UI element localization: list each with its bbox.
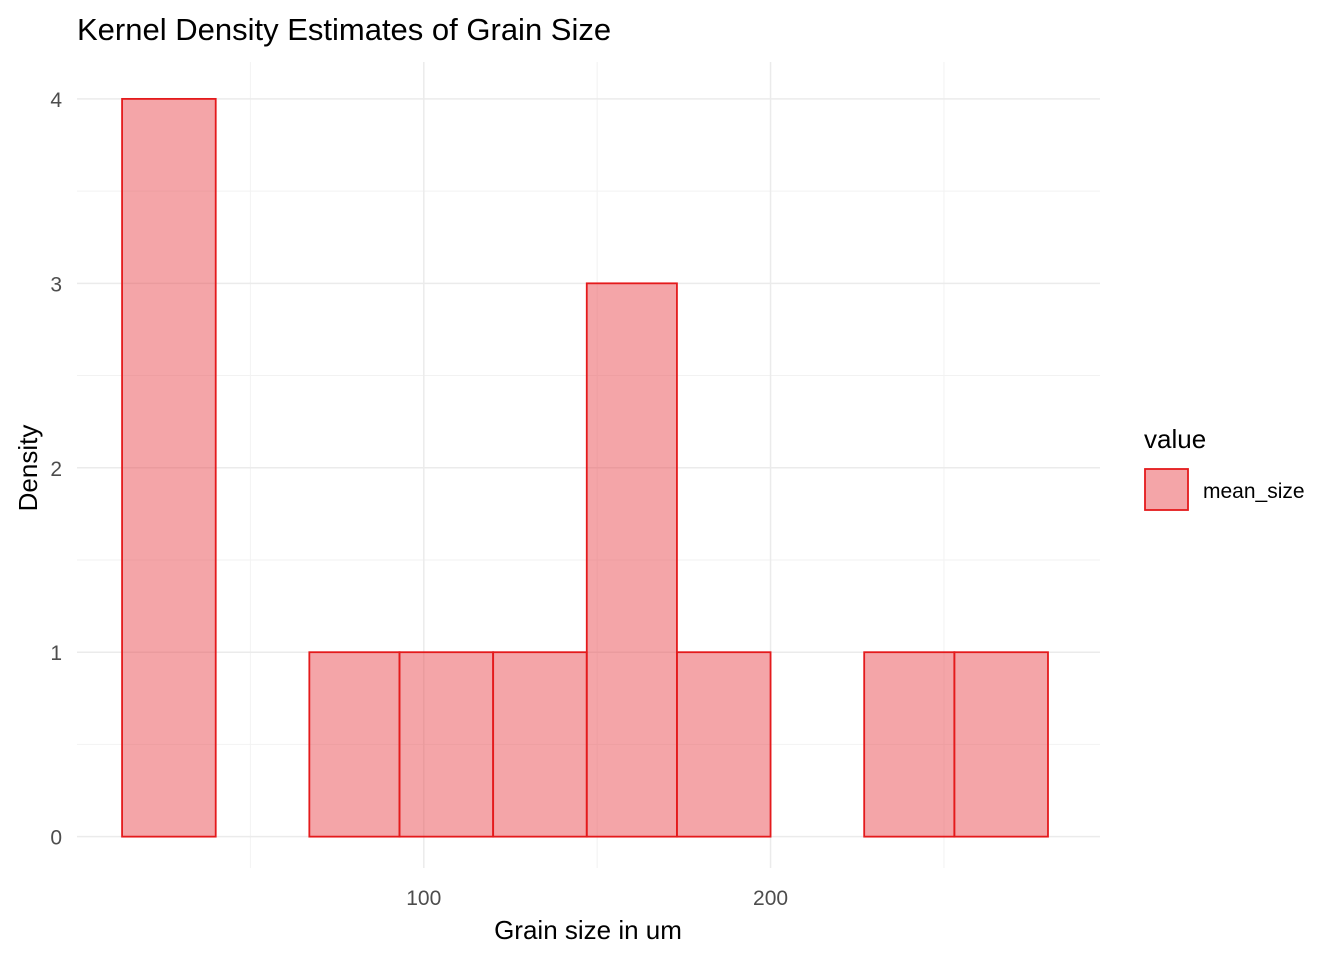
y-tick-labels: 0 1 2 3 4 [50, 89, 62, 850]
histogram-bar-4 [398, 651, 495, 838]
histogram-bar-1 [121, 97, 217, 838]
bars-group [121, 97, 1049, 838]
x-axis-title: Grain size in um [494, 915, 682, 945]
x-tick-label: 100 [406, 887, 441, 910]
legend-label: mean_size [1203, 480, 1305, 503]
histogram-bar-9 [863, 651, 956, 838]
y-tick-label: 3 [50, 273, 62, 296]
legend-title: value [1144, 424, 1206, 454]
y-tick-label: 2 [50, 458, 62, 481]
y-tick-label: 0 [50, 827, 62, 850]
histogram-bar-3 [308, 651, 401, 838]
y-tick-label: 4 [50, 89, 62, 112]
legend-swatch [1144, 468, 1189, 511]
x-tick-label: 200 [753, 887, 788, 910]
histogram-bar-7 [676, 651, 772, 838]
y-axis-title: Density [13, 425, 43, 512]
legend: value mean_size [1144, 424, 1305, 511]
histogram-bar-6 [585, 282, 678, 838]
y-tick-label: 1 [50, 642, 62, 665]
histogram-bar-10 [953, 651, 1049, 838]
histogram-bar-5 [492, 651, 588, 838]
chart-title: Kernel Density Estimates of Grain Size [77, 12, 611, 47]
x-tick-labels: 100 200 [406, 887, 788, 910]
